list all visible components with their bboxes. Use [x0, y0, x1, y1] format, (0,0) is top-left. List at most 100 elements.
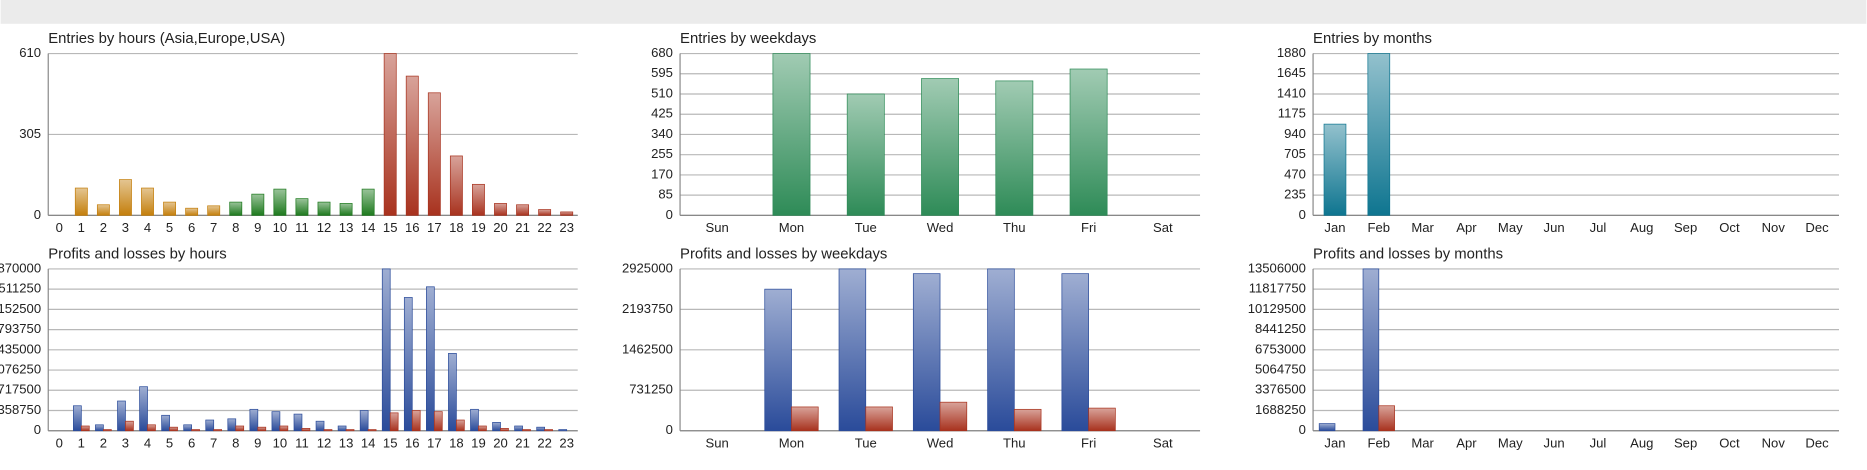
bar: [433, 411, 443, 432]
x-tick-label: 0: [56, 435, 63, 450]
bar: [514, 425, 523, 432]
x-tick-label: Tue: [855, 220, 877, 235]
x-tick-label: May: [1498, 435, 1523, 450]
bar: [139, 386, 148, 432]
x-tick-label: 13: [339, 435, 354, 450]
y-tick-label: 470: [1284, 166, 1306, 181]
x-tick-label: 7: [210, 435, 217, 450]
y-tick-label: 2511250: [0, 281, 41, 296]
x-tick-label: Nov: [1762, 220, 1786, 235]
bar: [323, 429, 333, 432]
x-tick-label: Oct: [1719, 435, 1740, 450]
y-tick-label: 731250: [629, 382, 673, 397]
x-tick-label: Jan: [1324, 220, 1345, 235]
bar: [359, 410, 369, 432]
y-tick-label: 717500: [0, 382, 41, 397]
x-tick-label: Dec: [1805, 220, 1829, 235]
bar: [522, 429, 531, 432]
bar: [141, 187, 154, 216]
x-tick-label: 12: [317, 220, 332, 235]
x-tick-label: May: [1498, 220, 1523, 235]
bar: [865, 406, 893, 432]
x-tick-label: Wed: [927, 220, 954, 235]
y-tick-label: 8441250: [1255, 321, 1306, 336]
x-tick-label: Sat: [1153, 435, 1173, 450]
bar: [227, 418, 237, 432]
bar: [73, 405, 82, 432]
bar: [544, 429, 553, 432]
x-tick-label: 13: [339, 220, 354, 235]
bar: [1069, 68, 1108, 216]
x-tick-label: 21: [515, 435, 530, 450]
x-tick-label: 8: [232, 435, 239, 450]
x-tick-label: Jan: [1324, 435, 1345, 450]
bar: [389, 412, 399, 432]
x-tick-label: 23: [559, 435, 574, 450]
x-tick-label: 5: [166, 435, 173, 450]
x-tick-label: 2: [100, 435, 107, 450]
x-tick-label: Wed: [927, 435, 954, 450]
y-tick-label: 1435000: [0, 341, 41, 356]
bar: [987, 268, 1015, 432]
y-tick-label: 358750: [0, 402, 41, 417]
chart-title: Entries by hours (Asia,Europe,USA): [48, 31, 285, 47]
x-tick-label: 2: [100, 220, 107, 235]
y-tick-label: 0: [34, 422, 41, 437]
x-tick-label: 4: [144, 435, 151, 450]
y-tick-label: 0: [34, 207, 41, 222]
x-tick-label: Dec: [1805, 435, 1829, 450]
x-tick-label: 22: [537, 435, 552, 450]
x-tick-label: 0: [56, 220, 63, 235]
bar: [80, 425, 90, 432]
x-tick-label: Jun: [1544, 220, 1565, 235]
x-tick-label: 12: [317, 435, 332, 450]
x-tick-label: Nov: [1762, 435, 1786, 450]
bar: [403, 297, 413, 432]
bar: [125, 420, 134, 432]
bar: [345, 429, 355, 432]
bar: [1378, 405, 1395, 432]
bar: [207, 205, 221, 216]
x-tick-label: 22: [537, 220, 552, 235]
bar: [1367, 53, 1391, 216]
y-tick-label: 1175: [1278, 106, 1306, 121]
y-tick-label: 425: [651, 106, 673, 121]
x-tick-label: Mar: [1411, 435, 1434, 450]
bar: [205, 419, 215, 432]
y-tick-label: 11817750: [1249, 281, 1306, 296]
bar: [456, 419, 465, 432]
x-tick-label: 17: [427, 435, 442, 450]
bar: [472, 183, 485, 216]
bar: [249, 408, 259, 432]
chart-title: Entries by weekdays: [680, 31, 816, 47]
x-tick-label: 5: [166, 220, 173, 235]
x-tick-label: 18: [449, 220, 464, 235]
x-tick-label: Jun: [1544, 435, 1565, 450]
x-tick-label: 10: [273, 220, 288, 235]
bar: [293, 413, 303, 432]
bar: [103, 429, 112, 432]
x-tick-label: 6: [188, 220, 195, 235]
bar: [183, 424, 192, 432]
bar: [361, 188, 375, 216]
x-tick-label: 20: [493, 220, 508, 235]
bar: [147, 424, 156, 432]
bar: [213, 429, 223, 432]
chart-title: Profits and losses by hours: [48, 247, 226, 263]
bar: [119, 179, 132, 216]
x-tick-label: Apr: [1456, 435, 1477, 450]
bar: [117, 400, 126, 432]
y-tick-label: 0: [1299, 207, 1306, 222]
bar: [381, 268, 391, 432]
x-tick-label: 11: [295, 220, 309, 235]
bar: [516, 204, 529, 216]
x-tick-label: 6: [188, 435, 195, 450]
x-tick-label: 16: [405, 220, 420, 235]
bar: [995, 80, 1034, 216]
bar: [185, 207, 199, 216]
x-tick-label: 19: [471, 435, 486, 450]
bar: [367, 429, 377, 432]
bar: [478, 425, 487, 432]
x-tick-label: Feb: [1368, 435, 1391, 450]
